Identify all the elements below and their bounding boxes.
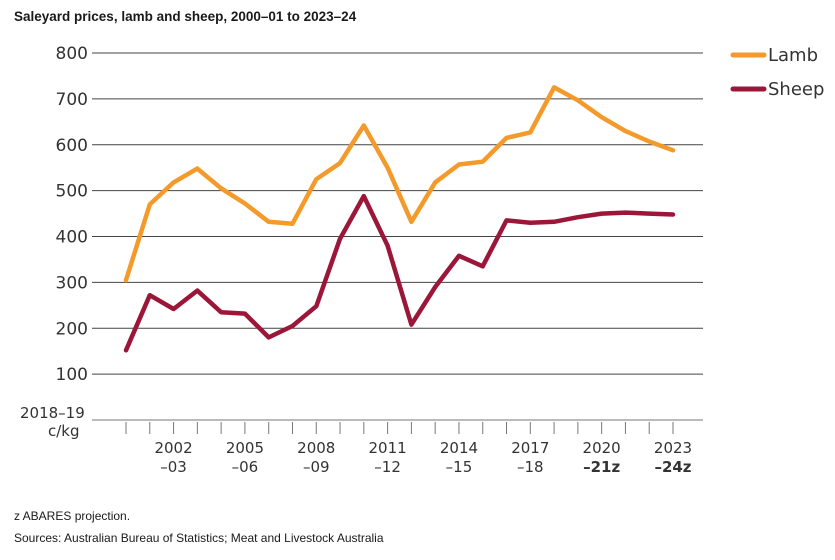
series-line-lamb bbox=[123, 85, 676, 283]
legend: Lamb Sheep bbox=[730, 45, 824, 100]
x-tick-label-2014: 2014 bbox=[440, 439, 478, 457]
y-tick-label-800: 800 bbox=[56, 44, 88, 64]
y-tick-label-200: 200 bbox=[56, 319, 88, 339]
y-tick-label-100: 100 bbox=[56, 365, 88, 385]
x-tick-label-2020: 2020 bbox=[583, 439, 621, 457]
x-tick-sublabel-2011: –12 bbox=[374, 458, 401, 476]
x-tick-label-2002: 2002 bbox=[154, 439, 192, 457]
y-tick-label-500: 500 bbox=[56, 182, 88, 202]
source-note: Sources: Australian Bureau of Statistics… bbox=[14, 531, 384, 545]
y-axis-label-line1: 2018–19 bbox=[20, 404, 85, 422]
x-tick-sublabel-2023: –24z bbox=[654, 458, 691, 476]
chart-title: Saleyard prices, lamb and sheep, 2000–01… bbox=[14, 9, 357, 24]
y-tick-label-600: 600 bbox=[56, 136, 88, 156]
x-tick-sublabel-2014: –15 bbox=[446, 458, 473, 476]
footnote: z ABARES projection. bbox=[14, 509, 131, 523]
y-tick-label-300: 300 bbox=[56, 273, 88, 293]
x-tick-label-2017: 2017 bbox=[511, 439, 549, 457]
series-line-sheep bbox=[123, 193, 676, 353]
y-tick-label-400: 400 bbox=[56, 228, 88, 248]
x-tick-sublabel-2008: –09 bbox=[303, 458, 330, 476]
x-tick-label-2005: 2005 bbox=[226, 439, 264, 457]
legend-label-lamb: Lamb bbox=[768, 45, 818, 66]
x-tick-sublabel-2017: –18 bbox=[517, 458, 544, 476]
x-tick-sublabel-2002: –03 bbox=[160, 458, 187, 476]
x-tick-label-2011: 2011 bbox=[369, 439, 407, 457]
y-axis-ticks: 100 200 300 400 500 600 700 800 bbox=[56, 44, 88, 385]
series-lines bbox=[123, 85, 676, 353]
x-axis: 2002–032005–062008–092011–122014–152017–… bbox=[92, 419, 703, 476]
x-tick-label-2023: 2023 bbox=[654, 439, 692, 457]
x-tick-sublabel-2005: –06 bbox=[232, 458, 259, 476]
x-tick-label-2008: 2008 bbox=[297, 439, 335, 457]
y-tick-label-700: 700 bbox=[56, 90, 88, 110]
x-tick-sublabel-2020: –21z bbox=[583, 458, 620, 476]
legend-label-sheep: Sheep bbox=[768, 79, 824, 100]
y-axis-label-line2: c/kg bbox=[48, 422, 80, 440]
